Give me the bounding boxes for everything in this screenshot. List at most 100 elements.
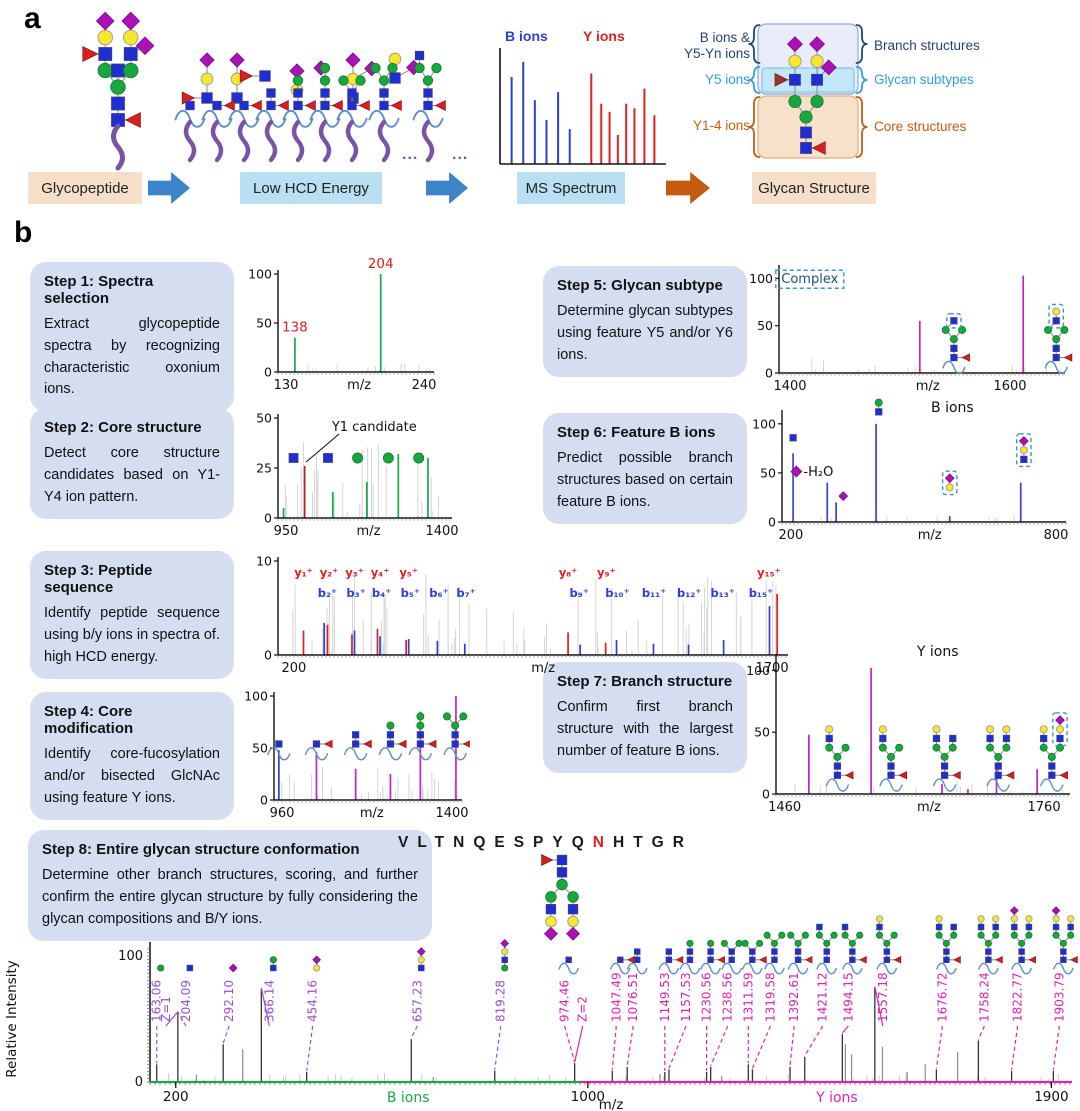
svg-text:y₉⁺: y₉⁺ <box>597 566 616 580</box>
step5-spectrum-chart: 0 50 100 1400 1600 m/z Complex <box>745 253 1073 403</box>
svg-text:b₇⁺: b₇⁺ <box>456 586 475 600</box>
glycan-structure <box>228 963 238 973</box>
legend-b-y5yn-ions: B ions & Y5-Yn ions <box>683 30 750 62</box>
step5-box: Step 5: Glycan subtype Determine glycan … <box>543 266 747 378</box>
glycan-structure <box>875 915 902 975</box>
svg-text:m/z: m/z <box>918 528 942 543</box>
glycan-structure <box>763 931 786 975</box>
svg-text:y₅⁺: y₅⁺ <box>399 566 418 580</box>
svg-text:m/z: m/z <box>360 806 384 821</box>
svg-text:1494.15: 1494.15 <box>841 972 855 1022</box>
glycan-structure <box>442 712 470 761</box>
svg-text:1900: 1900 <box>1034 1089 1068 1105</box>
svg-text:1400: 1400 <box>435 806 468 821</box>
svg-text:B ions: B ions <box>931 400 974 416</box>
step5-body: Determine glycan subtypes using feature … <box>557 303 733 363</box>
glycan-structure-box: Glycan Structure <box>752 172 876 204</box>
svg-text:1421.12: 1421.12 <box>816 972 830 1022</box>
brace <box>855 96 868 158</box>
glycan-structure <box>239 69 271 83</box>
glycan-structure <box>741 939 767 975</box>
glycan-structure <box>977 915 1003 975</box>
glycan-structure <box>774 36 837 155</box>
svg-text:m/z: m/z <box>916 379 940 394</box>
step4-body: Identify core-fucosylation and/or bisect… <box>44 746 220 806</box>
step1-title: Step 1: Spectra selection <box>44 273 154 307</box>
glycan-structure <box>610 956 635 975</box>
step6-spectrum-chart: 0 50 100 200 800 m/z B ions -H₂O <box>748 398 1074 552</box>
glycan-structure <box>282 75 316 128</box>
svg-text:y₁₅⁺: y₁₅⁺ <box>757 566 781 580</box>
panel-a-label: a <box>24 2 41 35</box>
glycan-structure <box>1039 712 1068 792</box>
glycan-structure <box>986 725 1015 792</box>
b-ions-title: B ions <box>505 28 548 44</box>
svg-text:1600: 1600 <box>993 379 1026 394</box>
svg-text:100: 100 <box>746 663 770 678</box>
svg-text:Z=2: Z=2 <box>576 996 590 1022</box>
step4-title: Step 4: Core modification <box>44 703 134 737</box>
svg-text:1000: 1000 <box>571 1089 605 1105</box>
step3-title: Step 3: Peptide sequence <box>44 562 153 596</box>
glycan-structure <box>838 491 849 501</box>
svg-text:200: 200 <box>163 1089 189 1105</box>
svg-text:Relative Intensity: Relative Intensity <box>4 960 20 1078</box>
svg-text:100: 100 <box>244 689 268 704</box>
fragment-ellipsis-1: ... <box>402 146 419 163</box>
glycan-structure <box>1016 433 1032 468</box>
svg-text:b₁₀⁺: b₁₀⁺ <box>605 586 629 600</box>
svg-text:1230.56: 1230.56 <box>700 972 714 1022</box>
svg-text:950: 950 <box>274 524 299 539</box>
svg-text:1460: 1460 <box>768 800 801 815</box>
svg-text:100: 100 <box>752 416 776 431</box>
svg-text:657.23: 657.23 <box>410 980 424 1022</box>
peptide-glycan-structure <box>541 853 581 941</box>
glycan-structure <box>82 11 155 129</box>
step3-svg: 0 10 200 1700 m/z y₁⁺ y₂⁺ y₃⁺ y₄⁺ y₅⁺ y₈⁺ y₉⁺ y₁₅⁺ b₂… <box>256 554 789 677</box>
glycan-structure <box>378 721 407 761</box>
glycan-structure <box>626 948 648 975</box>
glycan-structure <box>255 88 289 128</box>
svg-text:974.46: 974.46 <box>558 980 572 1022</box>
glycan-structure <box>500 939 510 972</box>
svg-text:10: 10 <box>256 554 272 569</box>
svg-text:1076.51: 1076.51 <box>626 972 640 1022</box>
svg-text:m/z: m/z <box>599 1097 624 1111</box>
svg-text:1149.53: 1149.53 <box>658 972 672 1022</box>
ms-spectrum-box: MS Spectrum <box>517 172 625 204</box>
svg-text:1557.18: 1557.18 <box>876 972 890 1022</box>
brace <box>748 24 761 64</box>
brace <box>855 66 868 94</box>
glycan-structure <box>541 853 581 941</box>
step6-body: Predict possible branch structures based… <box>557 450 733 510</box>
flow-arrow <box>148 172 190 204</box>
brace <box>748 96 761 158</box>
glycan-structure <box>1044 303 1073 375</box>
step1-spectrum-chart: 0 50 100 130 240 m/z 138 204 <box>244 258 442 402</box>
svg-text:1760: 1760 <box>1028 800 1061 815</box>
step7-spectrum-chart: 0 50 100 1460 1760 m/z Y ions <box>742 642 1078 824</box>
step8-title: Step 8: Entire glycan structure conforma… <box>42 841 360 858</box>
glycan-structure <box>336 75 370 128</box>
ms-spectrum-chart <box>492 40 670 170</box>
svg-text:50: 50 <box>760 465 776 480</box>
legend-glycan-subtypes: Glycan subtypes <box>874 72 974 87</box>
glycan-structure <box>720 939 743 975</box>
svg-text:819.28: 819.28 <box>494 980 508 1022</box>
svg-text:100: 100 <box>749 271 773 286</box>
svg-text:m/z: m/z <box>531 661 555 676</box>
svg-text:25: 25 <box>256 461 272 476</box>
step4-svg: 0 50 100 960 1400 m/z <box>244 689 470 821</box>
glycopeptide-box: Glycopeptide <box>28 172 142 204</box>
svg-text:50: 50 <box>757 318 773 333</box>
glycan-structure <box>825 725 854 792</box>
glycan-structure <box>932 725 961 792</box>
svg-text:240: 240 <box>412 378 437 393</box>
fragment-ellipsis-2: ... <box>452 146 469 163</box>
glycan-structure <box>186 964 194 972</box>
glycan-structure <box>1051 906 1078 975</box>
svg-text:100: 100 <box>118 949 143 964</box>
step8-body: Determine other branch structures, scori… <box>42 867 418 927</box>
svg-text:Y ions: Y ions <box>815 1090 858 1106</box>
glycan-structure <box>174 100 206 128</box>
